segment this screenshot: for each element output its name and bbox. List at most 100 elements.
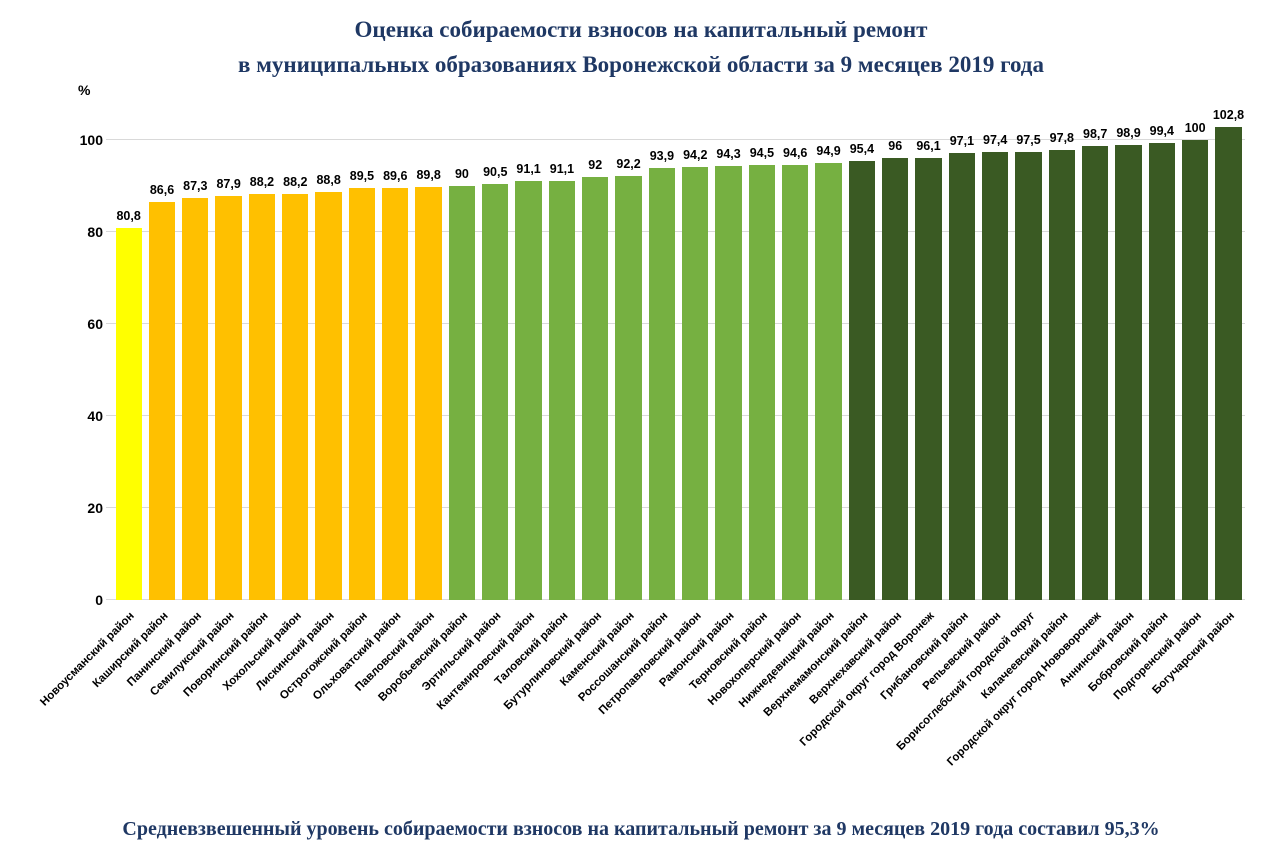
- bar-cell: 90: [445, 113, 478, 600]
- gridline: [106, 415, 1245, 416]
- bar-cell: 88,2: [245, 113, 278, 600]
- bar-value-label: 96,1: [916, 138, 941, 153]
- bar-cell: 97,8: [1045, 113, 1078, 600]
- y-axis-tick-label: 40: [87, 408, 103, 424]
- bar-cell: 89,5: [345, 113, 378, 600]
- bar-value-label: 90,5: [483, 164, 508, 179]
- bar-value-label: 88,8: [316, 172, 341, 187]
- bar-cell: 91,1: [545, 113, 578, 600]
- bar-value-label: 97,8: [1049, 131, 1075, 146]
- bar: [648, 168, 676, 600]
- bar: [448, 186, 476, 600]
- bar-cell: 88,2: [279, 113, 312, 600]
- bar: [1148, 142, 1175, 600]
- bar-cell: 94,6: [779, 113, 812, 600]
- bar: [682, 166, 709, 600]
- bar-value-label: 89,5: [349, 169, 375, 184]
- bar-value-label: 98,9: [1116, 126, 1141, 141]
- bar: [515, 180, 542, 600]
- bar: [382, 187, 409, 600]
- bar: [248, 194, 276, 600]
- bar-cell: 89,8: [412, 113, 445, 600]
- bar-cell: 96: [879, 113, 912, 600]
- bar-cell: 80,8: [112, 113, 145, 600]
- bar-cell: 93,9: [645, 113, 678, 600]
- summary-text: Средневзвешенный уровень собираемости вз…: [122, 818, 1160, 840]
- bar-cell: 99,4: [1145, 113, 1178, 600]
- bar-cell: 98,9: [1112, 113, 1145, 600]
- bar-cell: 94,3: [712, 113, 745, 600]
- bar: [948, 153, 976, 600]
- bar-cell: 92,2: [612, 113, 645, 600]
- bar: [1048, 150, 1076, 600]
- y-axis-unit-label: %: [78, 82, 91, 98]
- bar-cell: 92: [579, 113, 612, 600]
- x-axis-label-cell: Богучарский район: [1150, 602, 1245, 814]
- bar-value-label: 97,1: [949, 134, 975, 149]
- bar-cell: 97,5: [1012, 113, 1045, 600]
- gridline: [106, 507, 1245, 508]
- bar-value-label: 97,4: [983, 132, 1008, 147]
- bar-cell: 87,9: [212, 113, 245, 600]
- bar-value-label: 94,5: [749, 146, 775, 161]
- bar-cell: 94,2: [679, 113, 712, 600]
- plot-area: 80,8 86,6 87,3 87,9 88,2 88,2 88,8 89,5 89,6 89,8…: [106, 108, 1245, 600]
- y-axis-tick-label: 80: [87, 224, 103, 240]
- bar-value-label: 86,6: [149, 182, 175, 197]
- bar-value-label: 94,6: [783, 145, 808, 160]
- bar: [782, 164, 809, 600]
- bar: [1215, 127, 1242, 600]
- bar-cell: 86,6: [145, 113, 178, 600]
- bar-value-label: 98,7: [1083, 126, 1108, 141]
- bar-value-label: 94,3: [716, 147, 741, 162]
- bar: [215, 195, 242, 600]
- bar-value-label: 94,2: [683, 147, 708, 162]
- y-axis-tick-label: 60: [87, 316, 103, 332]
- bar: [882, 158, 909, 600]
- bar-value-label: 102,8: [1212, 108, 1245, 123]
- bar: [348, 188, 376, 600]
- bar: [1182, 140, 1209, 600]
- bar: [1115, 145, 1142, 600]
- bar: [982, 151, 1009, 600]
- bar-cell: 95,4: [845, 113, 878, 600]
- bar-cell: 96,1: [912, 113, 945, 600]
- bar: [548, 180, 576, 600]
- x-axis-labels: Новоусманский район Каширский район Панинс…: [39, 602, 1245, 814]
- bar-value-label: 99,4: [1149, 123, 1174, 138]
- bar: [815, 163, 842, 600]
- bar-value-label: 92,2: [616, 156, 641, 171]
- bar-cell: 89,6: [379, 113, 412, 600]
- bar: [148, 201, 176, 600]
- bar-value-label: 87,3: [183, 179, 208, 194]
- chart-title-line2: в муниципальных образованиях Воронежской…: [238, 52, 1044, 77]
- bar-cell: 100: [1179, 113, 1212, 600]
- bar-value-label: 90: [454, 167, 469, 181]
- bar-value-label: 97,5: [1016, 132, 1041, 147]
- bar-cell: 88,8: [312, 113, 345, 600]
- gridline: [106, 599, 1245, 600]
- gridline: [106, 139, 1245, 140]
- bar-value-label: 88,2: [283, 175, 308, 190]
- bar: [582, 176, 609, 600]
- bar-cell: 91,1: [512, 113, 545, 600]
- bar: [182, 198, 209, 600]
- bar-value-label: 89,8: [416, 167, 441, 182]
- bar-value-label: 91,1: [549, 161, 575, 176]
- y-axis-tick-label: 20: [87, 500, 103, 516]
- bar-value-label: 87,9: [216, 176, 241, 191]
- bar: [415, 186, 442, 600]
- bar-value-label: 80,8: [116, 209, 141, 224]
- bar-cell: 98,7: [1079, 113, 1112, 600]
- bar: [282, 194, 309, 600]
- bar: [115, 228, 142, 600]
- chart-title-line1: Оценка собираемости взносов на капитальн…: [354, 17, 928, 42]
- bar-value-label: 89,6: [383, 168, 408, 183]
- bar-cell: 97,4: [979, 113, 1012, 600]
- bar: [615, 175, 642, 600]
- bar: [1015, 151, 1042, 600]
- bar-value-label: 91,1: [516, 161, 541, 176]
- bar: [715, 166, 742, 600]
- bar-value-label: 92: [588, 157, 603, 172]
